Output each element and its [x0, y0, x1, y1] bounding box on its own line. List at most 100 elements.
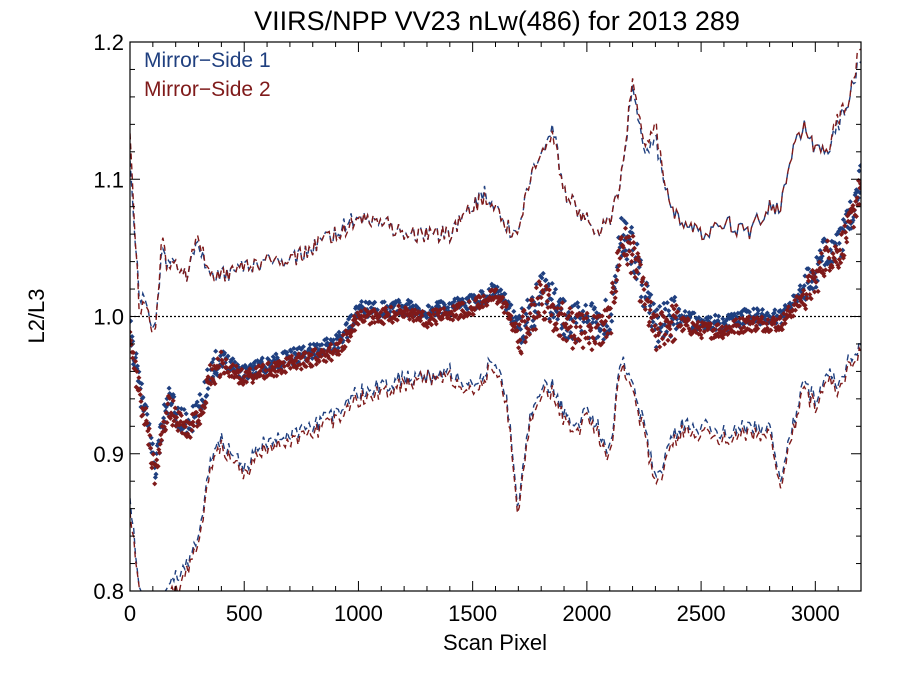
- data-point: [746, 309, 753, 315]
- data-point: [617, 255, 623, 261]
- data-point: [678, 322, 684, 328]
- data-point: [148, 445, 154, 451]
- data-point: [298, 366, 304, 372]
- data-point: [233, 363, 239, 369]
- data-point: [555, 305, 561, 311]
- data-point: [800, 291, 806, 297]
- data-point: [428, 322, 435, 328]
- data-point: [551, 305, 557, 311]
- data-point: [130, 318, 134, 324]
- data-point: [606, 314, 612, 320]
- data-point: [586, 340, 592, 346]
- data-point: [376, 313, 383, 319]
- data-point: [239, 366, 245, 372]
- data-point: [336, 351, 342, 358]
- data-point: [589, 347, 595, 353]
- x-axis-label: Scan Pixel: [443, 630, 547, 655]
- data-point: [291, 345, 297, 351]
- data-point: [147, 432, 153, 438]
- data-point: [235, 369, 241, 375]
- data-point: [350, 322, 356, 328]
- data-point: [736, 322, 742, 329]
- envelope-upper: [130, 60, 861, 331]
- data-point: [599, 313, 605, 319]
- data-point: [155, 463, 161, 469]
- data-point: [348, 333, 354, 339]
- data-point: [567, 305, 573, 311]
- data-point: [352, 316, 359, 322]
- data-point: [152, 481, 158, 487]
- data-point: [499, 304, 505, 310]
- data-point: [274, 373, 280, 379]
- data-point: [316, 359, 322, 365]
- y-tick-label: 0.9: [93, 442, 124, 467]
- y-tick-label: 1.1: [93, 167, 124, 192]
- data-point: [284, 349, 290, 355]
- data-point: [259, 355, 265, 361]
- data-point: [472, 307, 478, 313]
- data-point: [143, 405, 149, 411]
- data-point: [522, 318, 528, 324]
- data-point: [441, 305, 447, 311]
- data-point: [549, 280, 555, 287]
- data-point: [548, 312, 555, 318]
- data-point: [746, 314, 752, 320]
- data-point: [570, 345, 576, 351]
- data-point: [165, 401, 171, 407]
- data-point: [805, 266, 812, 272]
- data-point: [844, 239, 850, 245]
- data-point: [265, 360, 271, 366]
- data-point: [731, 330, 737, 336]
- data-point: [642, 301, 648, 307]
- data-point: [634, 269, 640, 275]
- data-point: [664, 300, 670, 306]
- data-point: [759, 307, 766, 313]
- data-point: [559, 300, 565, 306]
- data-point: [324, 336, 330, 342]
- data-point: [319, 342, 325, 348]
- data-point: [359, 299, 365, 305]
- data-point: [157, 441, 163, 447]
- data-point: [797, 303, 803, 309]
- data-point: [664, 316, 670, 322]
- data-point: [167, 395, 173, 401]
- data-point: [381, 299, 387, 305]
- data-point: [200, 410, 206, 416]
- x-tick-label: 2000: [562, 601, 611, 626]
- data-point: [631, 245, 637, 251]
- data-point: [250, 380, 256, 386]
- data-point: [220, 360, 226, 366]
- data-point: [566, 309, 572, 315]
- data-point: [132, 358, 139, 364]
- data-point: [130, 355, 136, 361]
- data-point: [504, 301, 510, 308]
- data-point: [588, 325, 594, 331]
- data-point: [204, 367, 210, 373]
- data-point: [647, 307, 653, 313]
- data-point: [289, 353, 295, 359]
- data-point: [612, 295, 618, 301]
- data-point: [666, 308, 672, 314]
- data-point: [691, 310, 697, 316]
- data-point: [328, 357, 335, 363]
- data-point: [712, 326, 718, 333]
- data-point: [847, 199, 853, 205]
- data-point: [671, 306, 677, 312]
- data-point: [138, 398, 144, 405]
- data-point: [139, 381, 145, 387]
- data-point: [358, 308, 364, 314]
- data-point: [508, 302, 514, 308]
- data-point: [475, 301, 481, 307]
- data-point: [149, 465, 155, 471]
- data-point: [453, 312, 459, 318]
- data-point: [372, 299, 378, 305]
- data-point: [511, 308, 517, 314]
- data-point: [551, 290, 557, 296]
- data-point: [207, 362, 213, 368]
- data-point: [656, 330, 662, 336]
- data-point: [224, 364, 230, 371]
- data-point: [288, 348, 294, 354]
- data-point: [205, 374, 211, 380]
- data-point: [439, 316, 446, 322]
- data-point: [626, 234, 632, 240]
